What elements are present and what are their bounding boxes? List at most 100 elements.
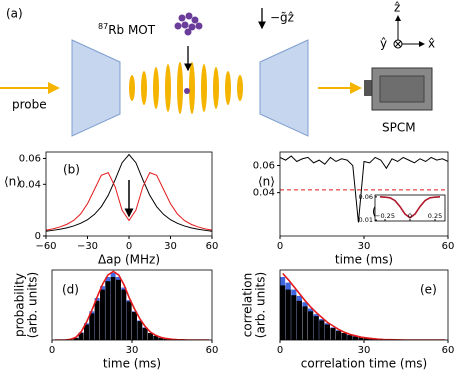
bar — [330, 328, 336, 340]
bar — [280, 285, 286, 340]
mot: Rb MOT — [108, 23, 156, 37]
chart: 0 30 60 correlation time (ms) correlation (ar… — [241, 269, 455, 371]
bar — [121, 289, 127, 340]
detector-window — [364, 80, 372, 96]
bar — [78, 333, 84, 340]
bar — [105, 281, 111, 340]
bar — [308, 311, 314, 340]
panel-label: (a) — [6, 7, 23, 21]
bar — [132, 312, 137, 340]
x-tick-label: 0 — [126, 241, 132, 252]
bar — [358, 337, 364, 340]
panel-label: (d) — [62, 283, 79, 297]
fit-line — [282, 272, 446, 340]
probe-label: probe — [12, 98, 47, 112]
setup-diagram: (a) probe 87Rb MOT −g̃ẑ SPCM ẑ ŷ x̂ — [0, 1, 435, 137]
x-tick-label: 60 — [442, 241, 455, 252]
bar — [110, 277, 116, 340]
atom — [184, 88, 190, 94]
plot-area — [54, 270, 210, 340]
plot-area — [280, 272, 446, 340]
bar — [100, 289, 105, 340]
plot-area — [46, 153, 212, 232]
bar — [296, 300, 302, 340]
bar — [313, 316, 319, 340]
bar — [302, 306, 308, 340]
y-axis-label: probability — [13, 273, 27, 337]
axis-x-label: x̂ — [428, 37, 435, 51]
x-tick-label: 0 — [49, 345, 55, 356]
bar — [285, 289, 291, 340]
y-tick-label: 0 — [35, 231, 41, 242]
y-tick-label: 0.01 — [359, 216, 373, 224]
x-tick-label: 0 — [408, 212, 412, 220]
inset-background — [375, 195, 445, 221]
y-axis-label: ⟨n⟩ — [258, 175, 275, 189]
axis-y-cross — [394, 40, 402, 48]
bar — [158, 337, 164, 340]
detector-label: SPCM — [382, 121, 416, 135]
axis-z-label: ẑ — [394, 1, 400, 15]
bar — [126, 301, 132, 340]
bar — [84, 324, 89, 340]
x-axis-label: correlation time (ms) — [301, 357, 427, 371]
x-tick-label: 30 — [164, 241, 177, 252]
x-tick-label: 30 — [358, 345, 371, 356]
x-tick-label: 0.25 — [428, 212, 442, 220]
bar — [116, 279, 121, 340]
bar — [73, 337, 79, 340]
bar — [153, 335, 159, 340]
chart: −60 −30 0 30 60 0 0.04 0.06 Δap (MHz) ⟨n⟩ (b) — [4, 151, 219, 267]
bar — [319, 320, 325, 340]
bar — [148, 333, 153, 340]
lens — [259, 39, 309, 137]
plot-area — [280, 155, 448, 223]
mot-label: 87Rb MOT — [98, 22, 156, 37]
x-axis-label: time (ms) — [335, 253, 393, 267]
bar — [142, 328, 148, 340]
isotope: 87 — [98, 22, 108, 31]
y-tick-label: 0.06 — [19, 153, 41, 164]
y-tick-label: 0.06 — [359, 193, 373, 201]
x-tick-label: −60 — [35, 241, 56, 252]
x-tick-label: 30 — [358, 241, 371, 252]
chart: 0 30 60 time (ms) probability (arb. units) (d) — [13, 269, 219, 371]
atom-cloud — [174, 12, 203, 36]
line — [280, 155, 448, 223]
bar — [291, 295, 297, 340]
x-tick-label: 60 — [206, 345, 219, 356]
inset-chart: −0.25 0 0.25 0.01 0.06 — [359, 193, 446, 224]
bar — [341, 333, 347, 340]
x-tick-label: −30 — [77, 241, 98, 252]
x-tick-label: 0 — [277, 241, 283, 252]
y-tick-label: 0.04 — [253, 188, 275, 199]
x-tick-label: 0 — [277, 345, 283, 356]
bar — [89, 313, 95, 340]
line — [46, 153, 212, 232]
bar — [347, 335, 353, 340]
bar — [352, 336, 358, 340]
axis-y-label: ŷ — [380, 37, 387, 51]
bar — [369, 338, 375, 340]
y-tick-label: 0.06 — [253, 161, 275, 172]
standing-wave — [129, 62, 243, 114]
y-axis-label: ⟨n⟩ — [4, 175, 21, 189]
x-axis-label: time (ms) — [103, 357, 161, 371]
detector-body — [379, 75, 425, 103]
line — [379, 196, 441, 219]
gravity-label: −g̃ẑ — [270, 11, 294, 25]
panel-label: (e) — [420, 283, 437, 297]
x-tick-label: −0.25 — [375, 212, 395, 220]
panel-label: (b) — [63, 163, 80, 177]
x-tick-label: 60 — [442, 345, 455, 356]
y-axis-label: (arb. units) — [26, 272, 40, 338]
bar — [137, 321, 143, 340]
y-axis-label: (arb. units) — [254, 272, 268, 338]
x-axis-label: Δap (MHz) — [98, 253, 160, 267]
y-tick-label: 0.04 — [19, 179, 41, 190]
lens — [71, 39, 121, 137]
bar — [364, 338, 370, 340]
x-tick-label: 60 — [206, 241, 219, 252]
